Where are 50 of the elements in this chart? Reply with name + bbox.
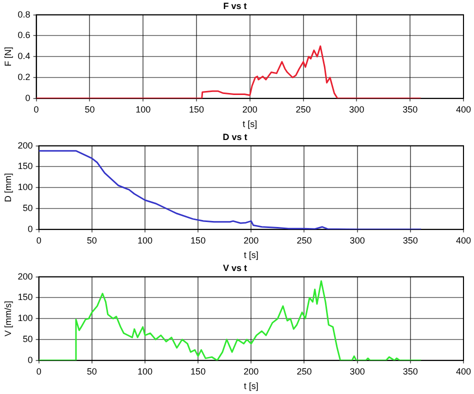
x-tick-label: 50: [86, 366, 97, 376]
x-tick-label: 200: [242, 104, 258, 114]
x-axis-title: t [s]: [244, 250, 258, 260]
y-tick-label: 0: [28, 354, 33, 365]
y-tick-label: 0.2: [18, 72, 30, 82]
y-tick-label: 150: [18, 161, 33, 172]
y-tick-label: 50: [22, 202, 33, 213]
y-tick-label: 100: [18, 313, 33, 324]
chart-title: V vs t: [222, 262, 248, 273]
y-axis-title: V [mm/s]: [2, 300, 13, 336]
x-tick-label: 250: [296, 235, 312, 246]
x-tick-label: 150: [188, 104, 204, 114]
x-axis-title: t [s]: [244, 381, 258, 392]
x-tick-label: 50: [86, 235, 97, 246]
x-tick-label: 400: [456, 366, 472, 376]
x-tick-label: 300: [349, 104, 364, 114]
x-tick-label: 400: [456, 104, 472, 114]
y-tick-label: 200: [18, 140, 33, 150]
x-tick-label: 350: [402, 235, 418, 246]
y-tick-label: 0: [25, 92, 30, 103]
x-tick-label: 0: [36, 366, 42, 376]
y-axis-title: F [N]: [2, 46, 13, 66]
x-tick-label: 100: [136, 104, 151, 114]
x-tick-label: 100: [137, 235, 152, 246]
x-tick-label: 250: [296, 104, 311, 114]
x-tick-label: 350: [402, 366, 418, 376]
y-tick-label: 50: [22, 334, 33, 344]
y-tick-label: 0: [28, 224, 33, 234]
x-axis-title: t [s]: [242, 119, 258, 130]
y-tick-label: 150: [18, 292, 33, 302]
x-tick-label: 350: [402, 104, 418, 114]
y-tick-label: 0.6: [18, 30, 30, 40]
y-tick-label: 0.8: [18, 9, 30, 20]
x-tick-label: 200: [244, 235, 259, 246]
x-tick-label: 150: [190, 235, 206, 246]
x-tick-label: 200: [244, 366, 259, 376]
x-tick-label: 150: [190, 366, 206, 376]
chart-title: D vs t: [222, 132, 248, 142]
y-tick-label: 100: [18, 182, 33, 192]
x-tick-label: 100: [137, 366, 152, 376]
chart-title: F vs t: [223, 0, 247, 11]
x-tick-label: 300: [350, 235, 365, 246]
x-tick-label: 0: [36, 235, 42, 246]
y-axis-title: D [mm]: [2, 173, 13, 202]
x-tick-label: 300: [350, 366, 365, 376]
y-tick-label: 0.4: [18, 51, 30, 62]
x-tick-label: 50: [84, 104, 95, 114]
x-tick-label: 250: [296, 366, 312, 376]
x-tick-label: 400: [456, 235, 472, 246]
y-tick-label: 200: [18, 271, 33, 282]
